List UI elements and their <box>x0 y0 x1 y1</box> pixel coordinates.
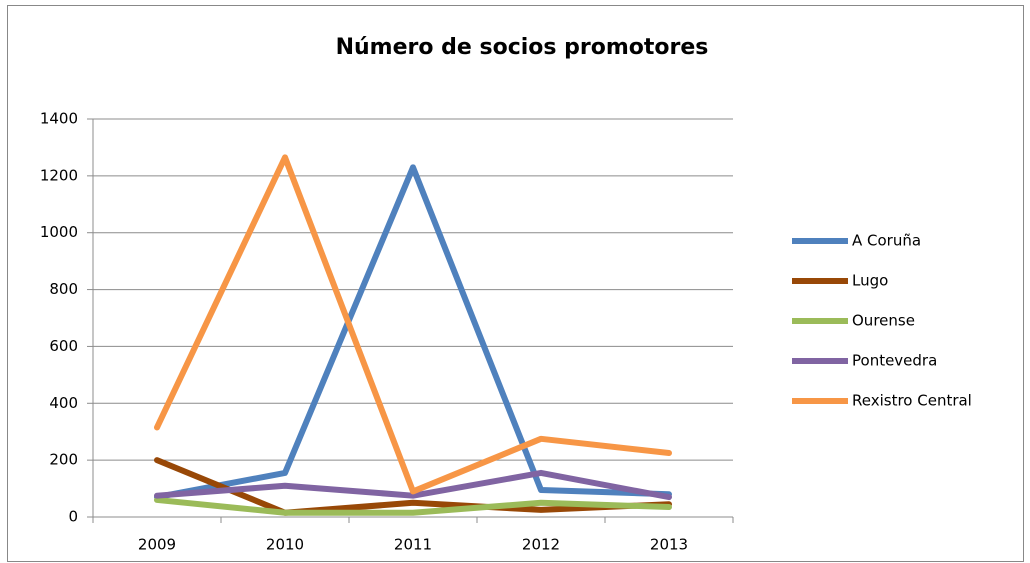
y-tick-label: 1200 <box>40 166 78 184</box>
series-line <box>154 154 672 495</box>
chart-title: Número de socios promotores <box>336 35 709 60</box>
x-tick-label: 2012 <box>522 536 560 554</box>
series-line <box>154 457 672 516</box>
y-tick-label: 1000 <box>40 223 78 241</box>
y-tick-label: 800 <box>49 280 78 298</box>
x-tick-label: 2011 <box>394 536 432 554</box>
series-line <box>154 496 672 516</box>
y-tick-label: 400 <box>49 394 78 412</box>
series-line <box>154 469 672 501</box>
x-tick-label: 2010 <box>266 536 304 554</box>
y-tick-label: 0 <box>68 508 78 526</box>
x-tick-label: 2013 <box>650 536 688 554</box>
legend-label: A Coruña <box>852 232 921 250</box>
legend-label: Rexistro Central <box>852 392 972 410</box>
legend-label: Ourense <box>852 312 915 330</box>
legend-label: Lugo <box>852 272 888 290</box>
x-tick-label: 2009 <box>138 536 176 554</box>
y-tick-label: 200 <box>49 451 78 469</box>
series-line <box>154 164 672 501</box>
legend-label: Pontevedra <box>852 352 937 370</box>
y-tick-label: 600 <box>49 337 78 355</box>
y-tick-label: 1400 <box>40 110 78 128</box>
